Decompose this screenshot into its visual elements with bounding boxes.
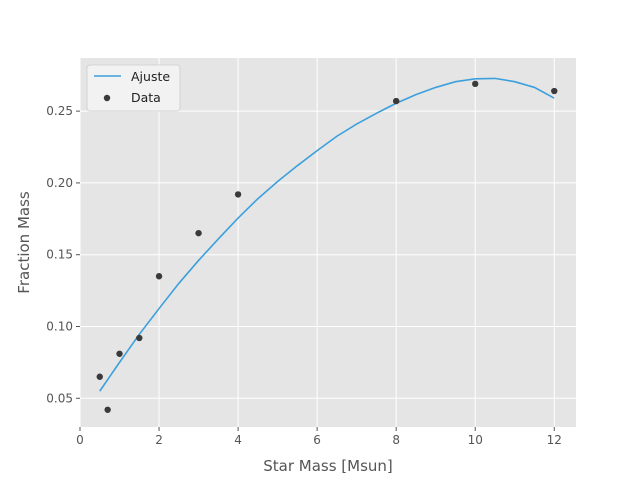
y-tick-label: 0.10 xyxy=(46,319,73,333)
y-tick-label: 0.05 xyxy=(46,391,73,405)
y-axis-ticks: 0.05 0.10 0.15 0.20 0.25 xyxy=(46,104,80,405)
y-tick-label: 0.20 xyxy=(46,176,73,190)
data-point xyxy=(116,350,123,357)
x-tick-label: 4 xyxy=(234,433,242,447)
y-axis-label: Fraction Mass xyxy=(15,191,33,294)
x-tick-label: 10 xyxy=(468,433,483,447)
data-point xyxy=(472,80,479,88)
x-tick-label: 6 xyxy=(313,433,321,447)
data-point xyxy=(195,229,202,237)
x-tick-label: 12 xyxy=(547,433,562,447)
x-axis-ticks: 0 2 4 6 8 10 12 xyxy=(76,427,562,447)
data-point xyxy=(96,373,103,380)
data-point xyxy=(155,273,163,280)
plot-area xyxy=(80,58,576,427)
series-layer xyxy=(96,77,558,413)
x-tick-label: 2 xyxy=(155,433,163,447)
x-tick-label: 0 xyxy=(76,433,84,447)
legend: Ajuste Data xyxy=(86,64,181,112)
x-axis-label: Star Mass [Msun] xyxy=(263,457,393,475)
data-point xyxy=(136,334,143,342)
legend-label-ajuste: Ajuste xyxy=(131,69,170,84)
data-point xyxy=(551,87,558,95)
legend-label-data: Data xyxy=(131,90,161,105)
data-point xyxy=(234,191,242,198)
legend-swatch-data xyxy=(103,94,111,102)
series-line-ajuste xyxy=(99,77,555,392)
y-tick-label: 0.25 xyxy=(46,104,73,118)
y-tick-label: 0.15 xyxy=(46,248,73,262)
data-point xyxy=(104,406,111,413)
x-tick-label: 8 xyxy=(392,433,400,447)
data-point xyxy=(392,97,400,105)
